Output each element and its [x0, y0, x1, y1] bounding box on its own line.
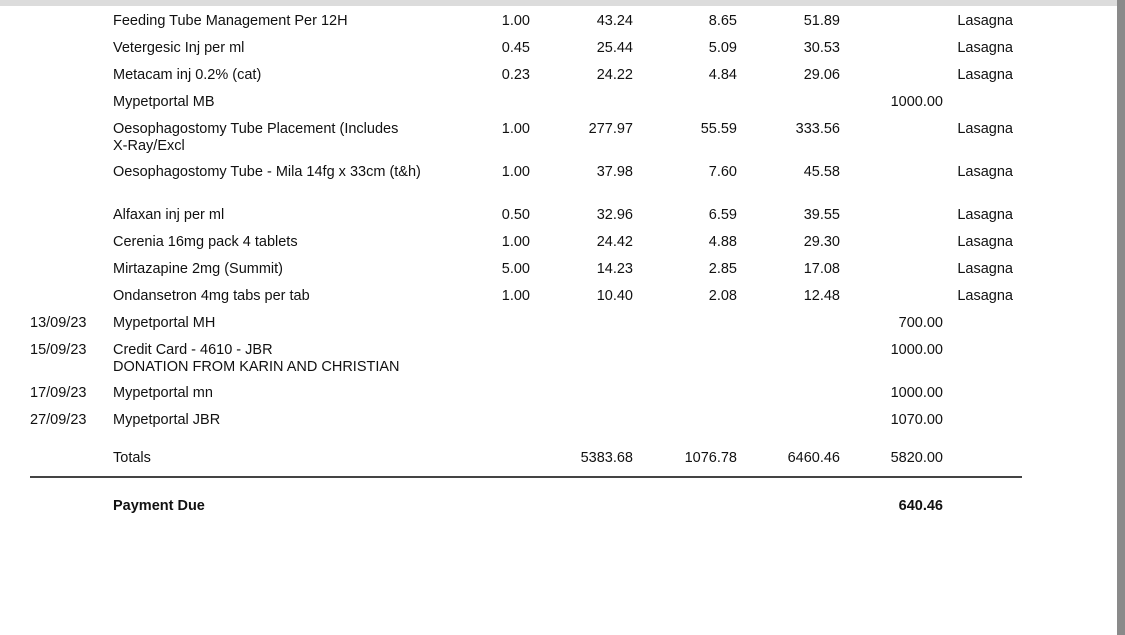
description-cell: Credit Card - 4610 - JBR	[113, 342, 273, 358]
description-cell: Mirtazapine 2mg (Summit)	[113, 261, 284, 277]
description-cell: Ondansetron 4mg tabs per tab	[113, 288, 310, 304]
vat-cell: 8.65	[708, 13, 737, 29]
totals-vat: 1076.78	[684, 450, 737, 466]
header-band	[0, 0, 1117, 6]
animal-cell: Lasagna	[957, 164, 1013, 180]
animal-cell: Lasagna	[957, 121, 1013, 137]
pay-cell: 1000.00	[890, 342, 943, 358]
vat-cell: 2.85	[708, 261, 737, 277]
animal-cell: Lasagna	[957, 288, 1013, 304]
pay-cell: 1070.00	[890, 412, 943, 428]
screen-edge	[1117, 0, 1125, 635]
gross-cell: 39.55	[803, 207, 840, 223]
vat-cell: 5.09	[708, 40, 737, 56]
totals-rule	[30, 476, 1022, 478]
animal-cell: Lasagna	[957, 40, 1013, 56]
description-cell: DONATION FROM KARIN AND CHRISTIAN	[113, 359, 400, 375]
description-cell: Mypetportal JBR	[113, 412, 221, 428]
totals-pay: 5820.00	[890, 450, 943, 466]
payment-due-amount: 640.46	[898, 498, 943, 514]
date-cell: 17/09/23	[30, 385, 87, 401]
date-cell: 27/09/23	[30, 412, 87, 428]
net-cell: 24.22	[596, 67, 633, 83]
description-cell: Vetergesic Inj per ml	[113, 40, 245, 56]
qty-cell: 0.50	[501, 207, 530, 223]
gross-cell: 333.56	[795, 121, 840, 137]
vat-cell: 4.84	[708, 67, 737, 83]
qty-cell: 5.00	[501, 261, 530, 277]
description-cell: Oesophagostomy Tube Placement (Includes	[113, 121, 399, 137]
net-cell: 43.24	[596, 13, 633, 29]
animal-cell: Lasagna	[957, 207, 1013, 223]
vat-cell: 6.59	[708, 207, 737, 223]
qty-cell: 1.00	[501, 121, 530, 137]
pay-cell: 1000.00	[890, 385, 943, 401]
description-cell: Mypetportal mn	[113, 385, 213, 401]
description-cell: Mypetportal MB	[113, 94, 215, 110]
description-cell: Oesophagostomy Tube - Mila 14fg x 33cm (…	[113, 164, 421, 180]
date-cell: 15/09/23	[30, 342, 87, 358]
gross-cell: 30.53	[803, 40, 840, 56]
qty-cell: 0.23	[501, 67, 530, 83]
gross-cell: 45.58	[803, 164, 840, 180]
animal-cell: Lasagna	[957, 234, 1013, 250]
date-cell: 13/09/23	[30, 315, 87, 331]
payment-due-label: Payment Due	[113, 498, 205, 514]
vat-cell: 55.59	[700, 121, 737, 137]
description-cell: Alfaxan inj per ml	[113, 207, 225, 223]
gross-cell: 29.30	[803, 234, 840, 250]
totals-gross: 6460.46	[787, 450, 840, 466]
description-cell: Metacam inj 0.2% (cat)	[113, 67, 262, 83]
net-cell: 14.23	[596, 261, 633, 277]
net-cell: 32.96	[596, 207, 633, 223]
qty-cell: 1.00	[501, 288, 530, 304]
gross-cell: 29.06	[803, 67, 840, 83]
animal-cell: Lasagna	[957, 67, 1013, 83]
totals-label: Totals	[113, 450, 151, 466]
vat-cell: 7.60	[708, 164, 737, 180]
gross-cell: 17.08	[803, 261, 840, 277]
description-cell: Feeding Tube Management Per 12H	[113, 13, 348, 29]
animal-cell: Lasagna	[957, 261, 1013, 277]
net-cell: 25.44	[596, 40, 633, 56]
qty-cell: 1.00	[501, 234, 530, 250]
totals-net: 5383.68	[580, 450, 633, 466]
net-cell: 24.42	[596, 234, 633, 250]
description-cell: X-Ray/Excl	[113, 138, 185, 154]
net-cell: 37.98	[596, 164, 633, 180]
description-cell: Cerenia 16mg pack 4 tablets	[113, 234, 298, 250]
gross-cell: 12.48	[803, 288, 840, 304]
vat-cell: 2.08	[708, 288, 737, 304]
net-cell: 277.97	[588, 121, 633, 137]
animal-cell: Lasagna	[957, 13, 1013, 29]
qty-cell: 1.00	[501, 13, 530, 29]
net-cell: 10.40	[596, 288, 633, 304]
vat-cell: 4.88	[708, 234, 737, 250]
pay-cell: 1000.00	[890, 94, 943, 110]
pay-cell: 700.00	[898, 315, 943, 331]
qty-cell: 0.45	[501, 40, 530, 56]
description-cell: Mypetportal MH	[113, 315, 216, 331]
qty-cell: 1.00	[501, 164, 530, 180]
gross-cell: 51.89	[803, 13, 840, 29]
